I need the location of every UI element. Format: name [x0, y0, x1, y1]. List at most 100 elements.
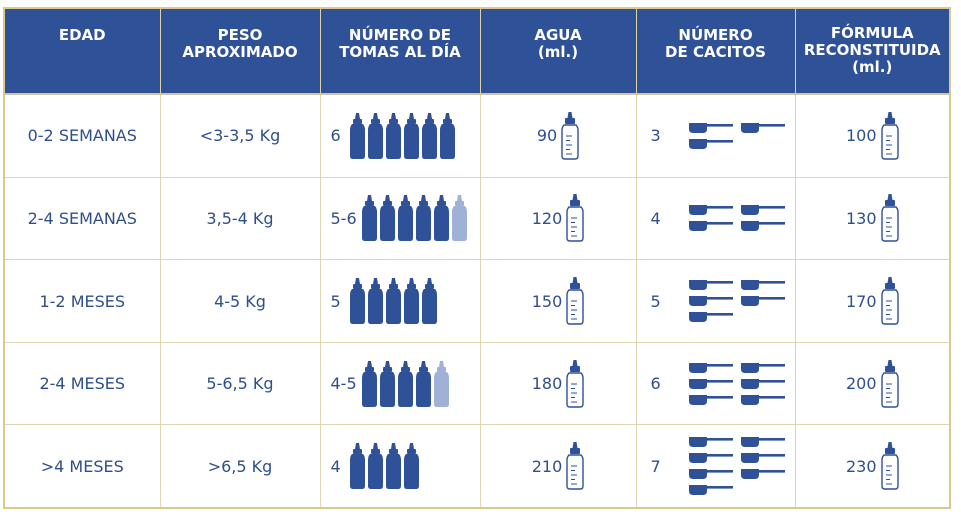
feeding-bottle-icon — [349, 112, 365, 159]
feeding-bottle-icon — [367, 278, 383, 325]
cell-peso: 3,5-4 Kg — [160, 177, 321, 261]
graduated-bottle-icon — [566, 442, 584, 490]
header-edad: EDAD — [5, 9, 161, 95]
scoop-icon — [740, 205, 785, 216]
scoop-icon — [740, 378, 785, 389]
scoop-icon — [688, 205, 733, 216]
feeding-bottle-icon — [349, 443, 365, 490]
cell-agua: 90 — [480, 94, 637, 178]
cacitos-content: 3 — [637, 122, 795, 149]
cell-cacitos: 3 — [636, 94, 796, 178]
scoop-icon — [740, 437, 785, 448]
tomas-count: 6 — [330, 126, 341, 146]
feeding-bottle-icon — [403, 278, 419, 325]
cell-tomas: 6 — [320, 94, 481, 178]
agua-value: 120 — [531, 208, 563, 228]
graduated-bottle-icon — [566, 359, 584, 408]
agua-value: 90 — [536, 126, 558, 146]
header-row: EDAD PESO APROXIMADO NÚMERO DE TOMAS AL DÍ… — [5, 9, 949, 95]
scoop-icon — [740, 280, 785, 291]
scoop-group — [688, 362, 793, 405]
scoop-icon — [688, 280, 733, 291]
agua-value: 150 — [531, 291, 563, 311]
cell-peso: >6,5 Kg — [160, 424, 321, 507]
scoop-icon — [740, 122, 785, 133]
feeding-bottle-icon — [439, 112, 455, 159]
cell-cacitos: 5 — [636, 259, 796, 343]
cell-formula: 130 — [795, 177, 950, 261]
agua-value: 180 — [531, 374, 563, 394]
header-formula-line2: RECONSTITUIDA — [803, 41, 941, 59]
peso-text: 3,5-4 Kg — [206, 208, 274, 228]
cacitos-content: 5 — [637, 280, 795, 323]
feeding-bottle-icon — [385, 443, 401, 490]
cell-agua: 120 — [480, 177, 637, 261]
feeding-bottle-icon — [433, 195, 449, 242]
table-row: 0-2 SEMANAS <3-3,5 Kg 6 90 3 100 — [5, 94, 949, 178]
scoop-group — [688, 280, 793, 323]
edad-text: 0-2 SEMANAS — [27, 126, 137, 146]
feeding-bottle-icon — [403, 443, 419, 490]
scoop-icon — [688, 469, 733, 480]
cell-formula: 200 — [795, 342, 950, 426]
agua-content: 120 — [481, 194, 636, 243]
cell-edad: 2-4 SEMANAS — [5, 177, 161, 261]
feeding-bottle-icon — [379, 195, 395, 242]
graduated-bottle-icon — [880, 194, 899, 243]
scoop-icon — [688, 312, 733, 323]
formula-content: 230 — [796, 442, 950, 490]
agua-value: 210 — [531, 456, 563, 476]
scoop-icon — [740, 469, 785, 480]
scoop-icon — [688, 437, 733, 448]
header-peso: PESO APROXIMADO — [160, 9, 321, 95]
tomas-content: 4-5 — [321, 360, 480, 407]
feeding-bottle-icon — [421, 278, 437, 325]
cell-tomas: 5 — [320, 259, 481, 343]
feeding-bottle-icon — [385, 278, 401, 325]
peso-text: 5-6,5 Kg — [206, 374, 274, 394]
cell-edad: >4 MESES — [5, 424, 161, 507]
cacitos-content: 4 — [637, 205, 795, 232]
cacitos-content: 6 — [637, 362, 795, 405]
header-tomas: NÚMERO DE TOMAS AL DÍA — [320, 9, 481, 95]
scoop-group — [688, 122, 793, 149]
peso-text: >6,5 Kg — [207, 456, 273, 476]
header-cacitos: NÚMERO DE CACITOS — [636, 9, 796, 95]
graduated-bottle-icon — [880, 277, 899, 325]
feeding-table-frame: EDAD PESO APROXIMADO NÚMERO DE TOMAS AL DÍ… — [3, 7, 951, 509]
cell-agua: 180 — [480, 342, 637, 426]
edad-text: 2-4 MESES — [39, 374, 126, 394]
formula-value: 200 — [845, 374, 877, 394]
cell-edad: 0-2 SEMANAS — [5, 94, 161, 178]
formula-content: 130 — [796, 194, 950, 243]
header-cacitos-line2: DE CACITOS — [665, 43, 766, 61]
scoop-icon — [740, 453, 785, 464]
header-formula: FÓRMULA RECONSTITUIDA (ml.) — [795, 9, 949, 95]
feeding-bottle-icon — [367, 443, 383, 490]
cell-peso: <3-3,5 Kg — [160, 94, 321, 178]
cell-formula: 230 — [795, 424, 950, 507]
feeding-bottle-icon — [367, 112, 383, 159]
cacitos-content: 7 — [637, 437, 795, 496]
scoop-group — [688, 205, 793, 232]
table-row: 2-4 MESES 5-6,5 Kg 4-5 180 6 200 — [5, 342, 950, 426]
scoop-icon — [740, 394, 785, 405]
cell-tomas: 5-6 — [320, 177, 481, 261]
header-agua: AGUA (ml.) — [480, 9, 637, 95]
cell-cacitos: 6 — [636, 342, 796, 426]
header-peso-line1: PESO — [217, 26, 263, 44]
scoop-group — [688, 437, 793, 496]
formula-content: 200 — [796, 359, 950, 408]
scoop-icon — [688, 221, 733, 232]
feeding-bottle-icon — [421, 112, 437, 159]
agua-content: 180 — [481, 359, 636, 408]
scoop-icon — [740, 221, 785, 232]
header-peso-line2: APROXIMADO — [182, 43, 298, 61]
feeding-bottle-icon — [415, 195, 431, 242]
cell-agua: 210 — [480, 424, 637, 507]
cell-tomas: 4-5 — [320, 342, 481, 426]
header-agua-line2: (ml.) — [537, 43, 579, 61]
formula-value: 100 — [845, 126, 877, 146]
scoop-icon — [688, 453, 733, 464]
header-tomas-line1: NÚMERO DE — [348, 26, 452, 44]
